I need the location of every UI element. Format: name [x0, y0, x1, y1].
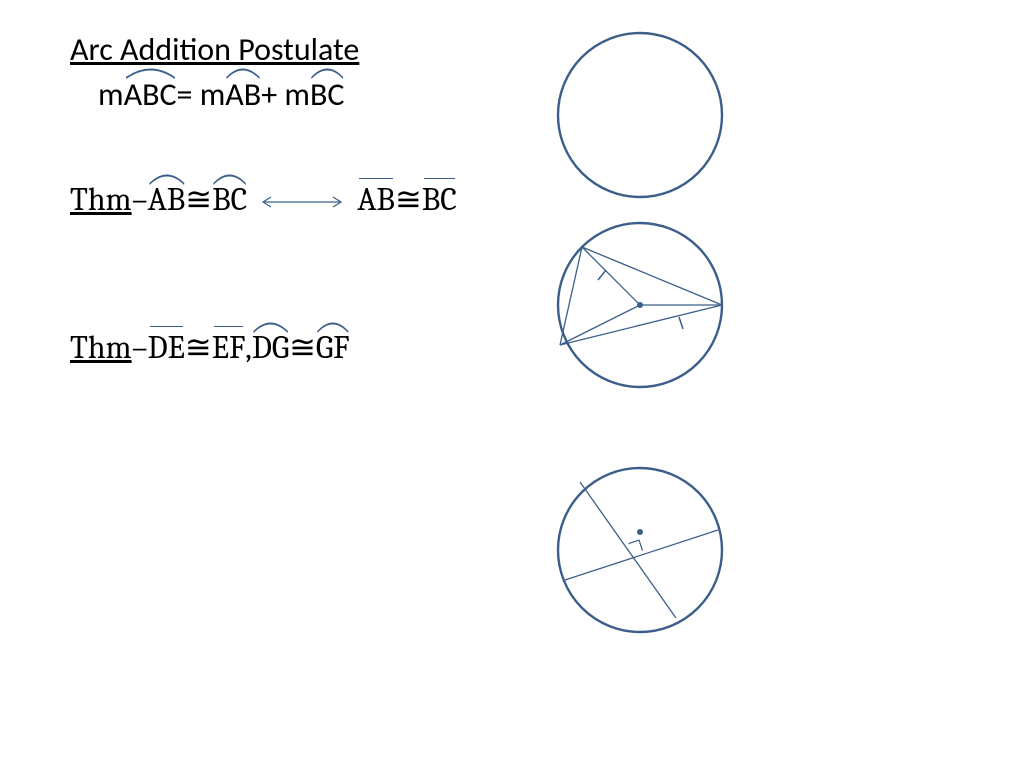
arc-dg: DG [252, 329, 289, 366]
cong1: ≅ [185, 180, 212, 218]
theorem-2: Thm – DE ≅ EF , DG ≅ GF [70, 328, 570, 366]
theorem-1: Thm – AB ≅ BC AB ≅ BC [70, 180, 570, 218]
text-m1: m [98, 75, 124, 114]
arc-gf: GF [316, 329, 350, 366]
arc-abc: ABC [124, 75, 177, 114]
arc-bc-2: BC [212, 181, 247, 218]
cong4: ≅ [289, 328, 316, 366]
double-arrow-icon [257, 181, 347, 218]
arc-ab: AB [225, 75, 261, 114]
dash2: – [132, 329, 148, 366]
seg-bc: BC [422, 181, 457, 218]
seg-de: DE [148, 329, 185, 366]
cong2: ≅ [395, 180, 422, 218]
postulate-title: Arc Addition Postulate [70, 30, 570, 69]
thm2-label: Thm [70, 329, 132, 366]
seg-ab: AB [357, 181, 395, 218]
thm1-label: Thm [70, 181, 132, 218]
arc-ab-2: AB [148, 181, 186, 218]
arc-bc: BC [310, 75, 344, 114]
postulate-equation: m ABC = m AB + m BC [70, 75, 570, 114]
cong3: ≅ [185, 328, 212, 366]
text-eq: = m [177, 75, 226, 114]
seg-ef: EF [212, 329, 246, 366]
dash: – [132, 181, 148, 218]
text-plus: + m [261, 75, 310, 114]
